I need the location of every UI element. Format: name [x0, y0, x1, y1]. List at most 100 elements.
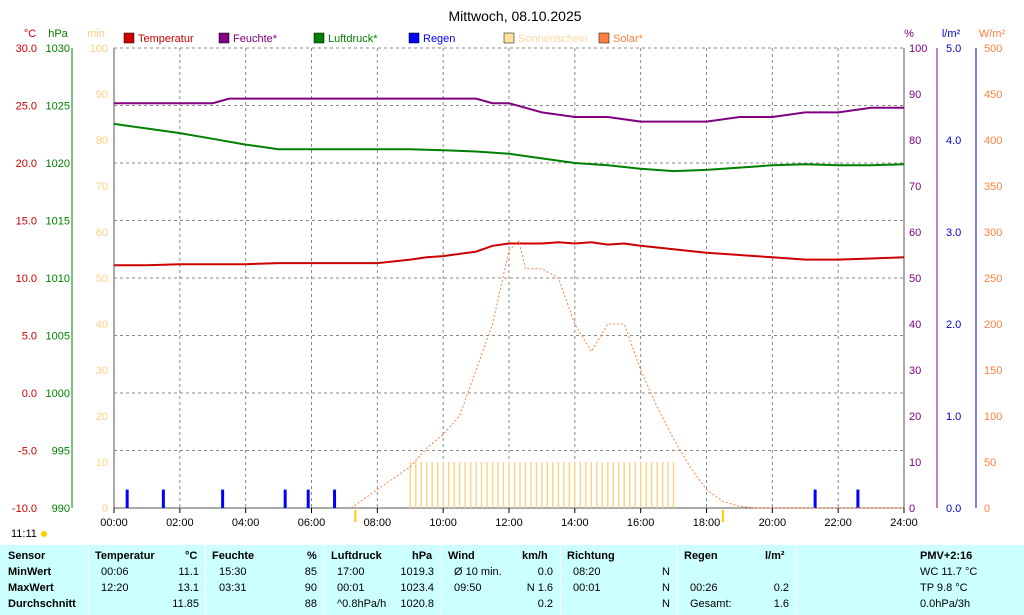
table-cell-hum-val: 90 — [304, 582, 317, 594]
separator — [205, 545, 206, 615]
legend-swatch — [313, 32, 325, 44]
rain-bar — [221, 489, 225, 508]
sensor-header: Sensor — [8, 550, 46, 562]
humidity-tick-label: 80 — [909, 135, 921, 147]
table-cell-rain-time: Gesamt: — [690, 598, 732, 610]
sunshine-tick-label: 90 — [96, 89, 108, 101]
table-cell-temp-val: 13.1 — [177, 582, 199, 594]
pmv-header: PMV+2:16 — [920, 550, 973, 562]
table-cell-dir-val: N — [662, 582, 670, 594]
rain-bar — [283, 489, 287, 508]
rain-header: Regen — [684, 550, 718, 562]
x-tick-label: 02:00 — [166, 517, 194, 529]
table-cell-rain-val: 0.2 — [773, 582, 789, 594]
humidity-tick-label: 0 — [909, 503, 915, 515]
sunshine-tick-label: 20 — [96, 411, 108, 423]
table-cell-press-val: 1019.3 — [400, 566, 434, 578]
x-tick-label: 08:00 — [364, 517, 392, 529]
x-tick-label: 12:00 — [495, 517, 523, 529]
table-cell-dir-val: N — [662, 566, 670, 578]
humidity-tick-label: 60 — [909, 227, 921, 239]
rain-tick-label: 1.0 — [946, 411, 961, 423]
table-cell-press-time: 00:01 — [337, 582, 365, 594]
x-axis-ticks: 00:00 02:00 04:00 06:00 08:00 10:00 12:00 14:00… — [100, 508, 918, 529]
rain-bar — [125, 489, 129, 508]
pressure-unit-header: hPa — [412, 550, 433, 562]
solar-tick-label: 350 — [984, 181, 1002, 193]
series-line-temperatur — [114, 241, 905, 267]
x-tick-label: 14:00 — [561, 517, 589, 529]
humidity-unit-header: % — [307, 550, 317, 562]
temperature-unit-header: °C — [185, 550, 198, 562]
bars — [125, 462, 860, 508]
solar-tick-label: 500 — [984, 43, 1002, 55]
series-line-solar — [350, 240, 904, 509]
sunshine-axis-unit: min — [87, 28, 105, 40]
sunshine-tick-label: 100 — [90, 43, 108, 55]
humidity-tick-label: 50 — [909, 273, 921, 285]
sunshine-tick-label: 10 — [96, 457, 108, 469]
wind-header: Wind — [448, 550, 475, 562]
temperature-tick-label: 20.0 — [16, 158, 37, 170]
x-tick-label: 20:00 — [759, 517, 787, 529]
separator — [88, 545, 89, 615]
x-tick-label: 10:00 — [429, 517, 457, 529]
humidity-tick-label: 90 — [909, 89, 921, 101]
solar-tick-label: 250 — [984, 273, 1002, 285]
solar-tick-label: 450 — [984, 89, 1002, 101]
separator — [677, 545, 678, 615]
table-cell-extra: 0.0hPa/3h — [920, 598, 971, 610]
table-cell-wind-time: Ø 10 min. — [454, 566, 502, 578]
legend-label: Feuchte* — [233, 33, 278, 45]
solar-tick-label: 300 — [984, 227, 1002, 239]
pressure-tick-label: 1015 — [46, 216, 70, 228]
humidity-axis-unit: % — [904, 28, 914, 40]
series-lines — [113, 97, 905, 509]
x-tick-label: 00:00 — [100, 517, 128, 529]
pressure-tick-label: 1025 — [46, 101, 70, 113]
time-marker-dot — [41, 531, 47, 537]
solar-axis-unit: W/m² — [979, 28, 1006, 40]
table-cell-dir-time: 00:01 — [573, 582, 601, 594]
table-cell-hum-time: 03:31 — [219, 582, 247, 594]
weather-chart: Mittwoch, 08.10.2025 Temperatur Feuchte* L… — [12, 8, 1006, 537]
legend-label: Regen — [423, 33, 455, 45]
table-cell-wind-val: N 1.6 — [526, 582, 553, 594]
solar-tick-label: 200 — [984, 319, 1002, 331]
legend-swatch — [503, 32, 515, 44]
rain-bar — [813, 489, 817, 508]
chart-title: Mittwoch, 08.10.2025 — [448, 8, 581, 24]
time-markers — [41, 510, 724, 537]
humidity-tick-label: 10 — [909, 457, 921, 469]
pressure-tick-label: 995 — [52, 446, 70, 458]
table-cell-press-val: 1020.8 — [400, 598, 434, 610]
pressure-tick-label: 1030 — [46, 43, 70, 55]
legend-label: Luftdruck* — [328, 33, 378, 45]
legend-label: Sonnenschein — [518, 33, 588, 45]
table-cell-dir-val: N — [662, 598, 670, 610]
legend-label: Solar* — [613, 33, 644, 45]
rain-bar — [161, 489, 165, 508]
wind-unit-header: km/h — [522, 550, 548, 562]
table-cell-press-val: 1023.4 — [400, 582, 434, 594]
direction-header: Richtung — [567, 550, 615, 562]
series-line-feuchte — [114, 97, 904, 123]
temperature-header: Temperatur — [95, 550, 155, 562]
x-tick-label: 06:00 — [298, 517, 326, 529]
table-cell-temp-time: 12:20 — [101, 582, 129, 594]
table-cell-extra: TP 9.8 °C — [920, 582, 968, 594]
x-tick-label: 18:00 — [693, 517, 721, 529]
rain-bar — [856, 489, 860, 508]
rain-tick-label: 0.0 — [946, 503, 961, 515]
pressure-tick-label: 1005 — [46, 331, 70, 343]
solar-tick-label: 50 — [984, 457, 996, 469]
sunshine-tick-label: 80 — [96, 135, 108, 147]
grid — [114, 47, 904, 508]
temperature-tick-label: -5.0 — [18, 446, 37, 458]
x-tick-label: 22:00 — [824, 517, 852, 529]
separator — [441, 545, 442, 615]
sunshine-tick-label: 40 — [96, 319, 108, 331]
x-tick-label: 24:00 — [890, 517, 918, 529]
table-cell-dir-time: 08:20 — [573, 566, 601, 578]
solar-tick-label: 150 — [984, 365, 1002, 377]
